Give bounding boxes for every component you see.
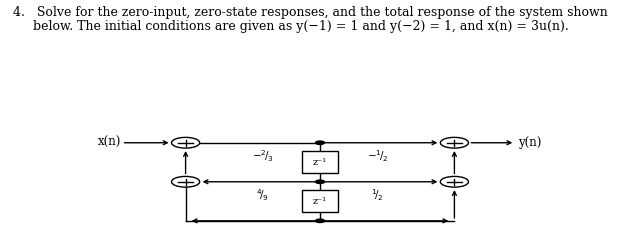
Bar bbox=[302, 151, 338, 173]
Bar bbox=[302, 190, 338, 212]
Text: $^4\!/_9$: $^4\!/_9$ bbox=[256, 187, 269, 203]
Circle shape bbox=[316, 219, 324, 223]
Text: below. The initial conditions are given as y(−1) = 1 and y(−2) = 1, and x(n) = 3: below. The initial conditions are given … bbox=[13, 20, 568, 32]
Text: $-\!\!\ ^2\!/_3$: $-\!\!\ ^2\!/_3$ bbox=[252, 148, 273, 164]
Text: z⁻¹: z⁻¹ bbox=[313, 158, 327, 167]
Text: z⁻¹: z⁻¹ bbox=[313, 197, 327, 206]
Text: y(n): y(n) bbox=[518, 136, 542, 149]
Text: x(n): x(n) bbox=[98, 136, 122, 149]
Circle shape bbox=[316, 141, 324, 144]
Text: 4.   Solve for the zero-input, zero-state responses, and the total response of t: 4. Solve for the zero-input, zero-state … bbox=[13, 6, 607, 19]
Text: $^1\!/_2$: $^1\!/_2$ bbox=[371, 187, 384, 203]
Text: $-\!\!\ ^1\!/_2$: $-\!\!\ ^1\!/_2$ bbox=[367, 148, 388, 164]
Circle shape bbox=[316, 180, 324, 183]
